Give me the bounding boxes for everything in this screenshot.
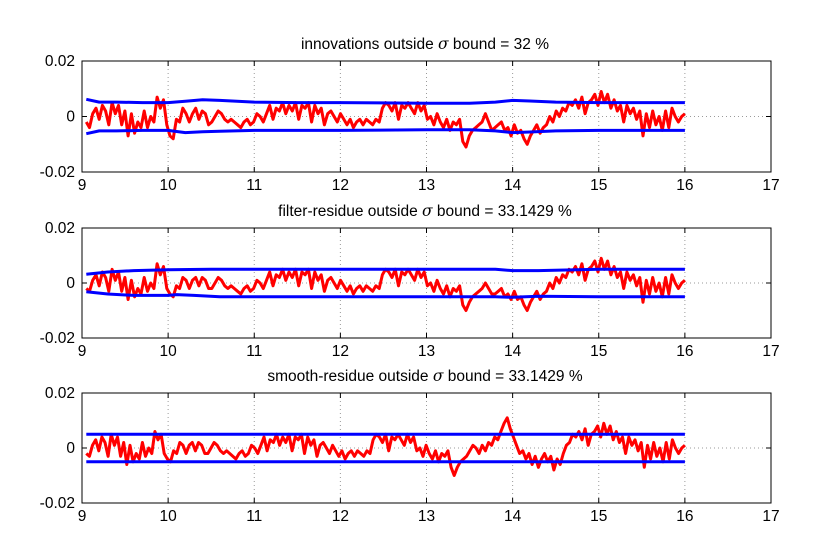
axes: 9 10 11 12 13 14 15 16 17 -0.02 0 0.02: [40, 53, 780, 194]
y-tick-label: -0.02: [40, 495, 75, 512]
x-tick-label: 13: [418, 177, 435, 194]
x-tick-label: 15: [590, 508, 607, 525]
signal-series-line: [85, 416, 686, 477]
x-tick-label: 9: [78, 177, 87, 194]
x-tick-label: 14: [504, 508, 522, 525]
lower-bound-line: [86, 290, 685, 299]
x-tick-label: 9: [78, 343, 87, 360]
x-tick-label: 16: [676, 177, 693, 194]
x-tick-label: 9: [78, 508, 87, 525]
signal-series-line: [84, 90, 686, 149]
x-tick-label: 17: [762, 343, 779, 360]
y-tick-label: 0.02: [45, 385, 75, 402]
x-tick-label: 14: [504, 177, 522, 194]
x-tick-label: 11: [246, 343, 262, 360]
y-tick-label: 0: [66, 109, 75, 126]
x-tick-label: 12: [332, 343, 349, 360]
x-tick-label: 16: [676, 343, 693, 360]
lower-bound-line: [85, 128, 685, 136]
y-tick-label: 0.02: [45, 53, 75, 70]
x-tick-label: 11: [246, 177, 262, 194]
y-tick-label: -0.02: [40, 164, 75, 181]
signal-series-line: [85, 256, 686, 312]
x-tick-label: 12: [332, 508, 349, 525]
x-tick-label: 15: [590, 343, 607, 360]
x-tick-label: 12: [332, 177, 349, 194]
subplot-innovations: innovations outside σ bound = 32 % 9 10 11…: [40, 35, 780, 194]
x-tick-label: 10: [160, 343, 178, 360]
y-tick-label: 0: [66, 440, 75, 457]
plot-title: filter-residue outside σ bound = 33.1429…: [278, 202, 572, 220]
upper-bound-line: [85, 97, 685, 105]
x-tick-label: 16: [676, 508, 693, 525]
x-tick-label: 17: [762, 177, 779, 194]
x-tick-label: 10: [160, 177, 178, 194]
y-tick-label: 0.02: [45, 220, 75, 237]
x-tick-label: 11: [246, 508, 262, 525]
x-tick-label: 17: [762, 508, 779, 525]
y-tick-label: 0: [66, 275, 75, 292]
axes: 9 10 11 12 13 14 15 16 17 -0.02 0 0.02: [40, 385, 780, 525]
plot-title: smooth-residue outside σ bound = 33.1429…: [267, 367, 582, 385]
x-tick-label: 13: [418, 508, 435, 525]
axes: 9 10 11 12 13 14 15 16 17 -0.02 0 0.02: [40, 220, 780, 360]
subplot-smooth-residue: smooth-residue outside σ bound = 33.1429…: [40, 367, 780, 525]
y-tick-label: -0.02: [40, 330, 75, 347]
plot-title: innovations outside σ bound = 32 %: [301, 35, 549, 53]
x-tick-label: 15: [590, 177, 607, 194]
x-tick-label: 14: [504, 343, 522, 360]
subplot-filter-residue: filter-residue outside σ bound = 33.1429…: [40, 202, 780, 360]
x-tick-label: 13: [418, 343, 435, 360]
upper-bound-line: [86, 267, 685, 276]
x-tick-label: 10: [160, 508, 178, 525]
